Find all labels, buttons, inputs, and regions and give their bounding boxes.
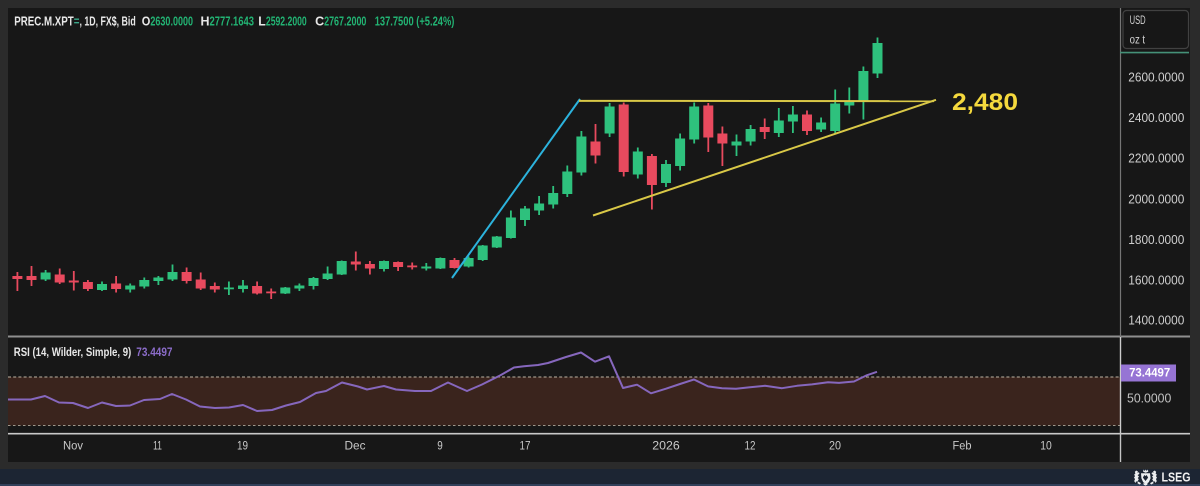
- svg-text:PREC.M.XPT: PREC.M.XPT: [14, 15, 74, 29]
- svg-text:, 1D, FX$, Bid: , 1D, FX$, Bid: [79, 15, 135, 29]
- svg-text:oz t: oz t: [1130, 34, 1146, 46]
- svg-text:73.4497: 73.4497: [136, 345, 172, 359]
- svg-text:2777.1643: 2777.1643: [210, 15, 255, 29]
- svg-text:2592.2000: 2592.2000: [266, 15, 307, 29]
- svg-text:9: 9: [437, 441, 443, 453]
- svg-text:Nov: Nov: [63, 441, 83, 453]
- svg-text:2200.0000: 2200.0000: [1128, 152, 1184, 166]
- svg-text:1600.0000: 1600.0000: [1128, 273, 1184, 287]
- svg-text:73.4497: 73.4497: [1129, 366, 1170, 380]
- svg-text:1400.0000: 1400.0000: [1128, 313, 1184, 327]
- svg-text:20: 20: [829, 441, 841, 453]
- svg-text:LSEG: LSEG: [1162, 469, 1191, 484]
- svg-text:O: O: [142, 15, 151, 29]
- svg-text:USD: USD: [1130, 15, 1146, 27]
- svg-text:50.0000: 50.0000: [1127, 391, 1171, 405]
- svg-text:Dec: Dec: [345, 441, 366, 453]
- svg-text:137.7500 (+5.24%): 137.7500 (+5.24%): [375, 15, 455, 29]
- svg-text:12: 12: [745, 441, 756, 453]
- svg-text:2026: 2026: [652, 441, 680, 453]
- svg-text:2000.0000: 2000.0000: [1128, 193, 1184, 207]
- svg-text:C: C: [315, 15, 324, 29]
- svg-text:H: H: [201, 15, 210, 29]
- svg-text:19: 19: [237, 441, 248, 453]
- svg-text:L: L: [258, 15, 266, 29]
- svg-text:=: =: [74, 15, 80, 29]
- svg-text:RSI (14, Wilder, Simple, 9): RSI (14, Wilder, Simple, 9): [14, 345, 132, 359]
- svg-text:2400.0000: 2400.0000: [1128, 111, 1184, 125]
- svg-text:2,480: 2,480: [952, 89, 1018, 116]
- svg-text:Feb: Feb: [953, 441, 972, 453]
- svg-text:2767.2000: 2767.2000: [324, 15, 366, 29]
- svg-text:1800.0000: 1800.0000: [1128, 233, 1184, 247]
- svg-text:2600.0000: 2600.0000: [1128, 71, 1184, 85]
- svg-text:11: 11: [153, 441, 162, 453]
- svg-text:2630.0000: 2630.0000: [150, 15, 193, 29]
- svg-text:17: 17: [520, 441, 531, 453]
- svg-text:10: 10: [1040, 441, 1052, 453]
